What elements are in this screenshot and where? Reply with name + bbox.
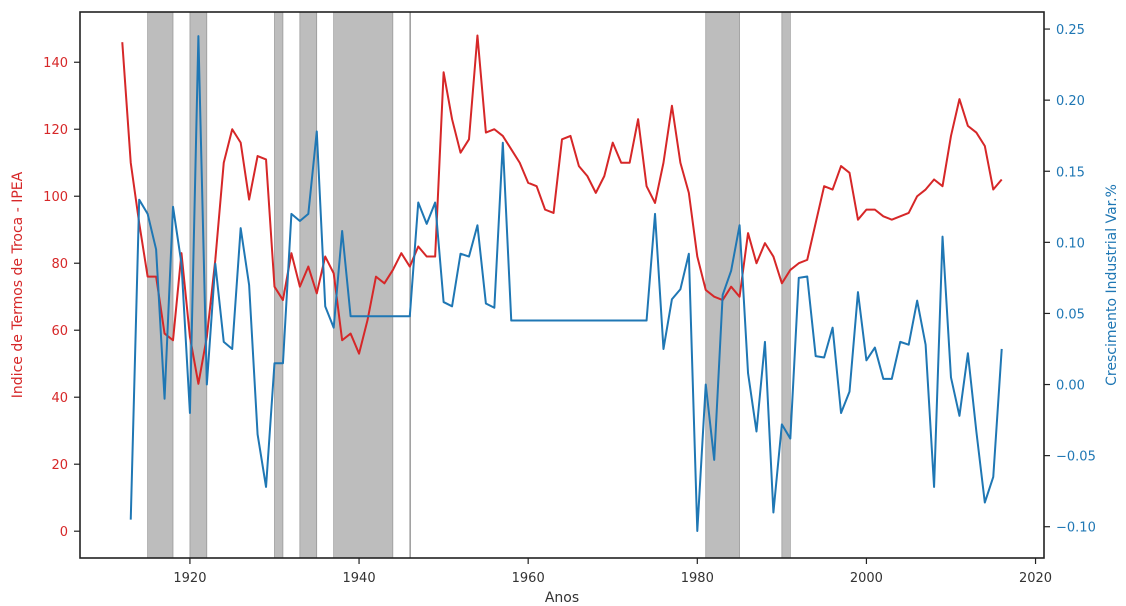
y-axis-left-title: Indice de Termos de Troca - IPEA bbox=[10, 171, 26, 398]
y-right-tick-label: 0.20 bbox=[1056, 94, 1085, 109]
shaded-periods bbox=[147, 11, 791, 559]
y-left-tick-label: 60 bbox=[51, 324, 68, 339]
x-tick-label: 2000 bbox=[850, 571, 883, 586]
y-left-tick-label: 100 bbox=[43, 190, 68, 205]
y-left-tick-label: 120 bbox=[43, 123, 68, 138]
y-right-tick-label: 0.00 bbox=[1056, 379, 1085, 394]
y-left-tick-label: 20 bbox=[51, 458, 68, 473]
y-left-tick-label: 140 bbox=[43, 56, 68, 71]
y-right-tick-label: 0.10 bbox=[1056, 236, 1085, 251]
y-left-tick-label: 0 bbox=[60, 525, 68, 540]
y-axis-right-title: Crescimento Industrial Var.% bbox=[1104, 184, 1120, 386]
y-right-tick-label: −0.10 bbox=[1056, 521, 1096, 536]
x-axis-title: Anos bbox=[545, 590, 579, 606]
y-axis-left: 0 20 40 60 80 100 120 140 bbox=[43, 56, 80, 540]
shaded-period-2 bbox=[274, 11, 284, 559]
x-tick-label: 1960 bbox=[512, 571, 545, 586]
y-axis-right: −0.10 −0.05 0.00 0.05 0.10 0.15 0.20 0.25 bbox=[1044, 23, 1096, 536]
y-left-tick-label: 40 bbox=[51, 391, 68, 406]
x-axis: 1920 1940 1960 1980 2000 2020 bbox=[173, 558, 1052, 586]
shaded-period-4 bbox=[333, 11, 394, 559]
y-right-tick-label: 0.15 bbox=[1056, 165, 1085, 180]
shaded-period-5 bbox=[409, 11, 411, 559]
y-right-tick-label: −0.05 bbox=[1056, 450, 1096, 465]
y-right-tick-label: 0.25 bbox=[1056, 23, 1085, 38]
x-tick-label: 1920 bbox=[173, 571, 206, 586]
y-right-tick-label: 0.05 bbox=[1056, 307, 1085, 322]
x-tick-label: 2020 bbox=[1019, 571, 1052, 586]
plot-frame bbox=[79, 11, 1045, 559]
shaded-period-6 bbox=[705, 11, 740, 559]
x-tick-label: 1940 bbox=[343, 571, 376, 586]
series-layer bbox=[121, 34, 1003, 532]
series-line-right bbox=[129, 35, 1003, 532]
shaded-period-7 bbox=[781, 11, 791, 559]
series-line-left bbox=[121, 34, 1003, 385]
x-tick-label: 1980 bbox=[681, 571, 714, 586]
y-left-tick-label: 80 bbox=[51, 257, 68, 272]
